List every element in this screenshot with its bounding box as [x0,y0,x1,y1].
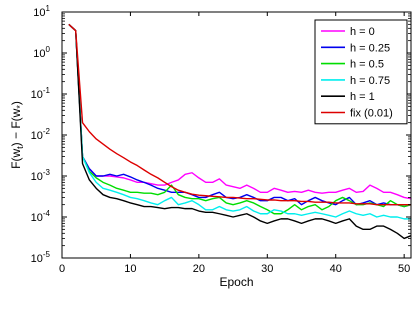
series-line-5 [68,23,411,206]
y-tick-label: 10-1 [31,86,51,101]
x-tick-label: 10 [124,263,136,275]
legend-label: h = 1 [350,91,375,103]
ticks: 0 10 20 30 40 50 10-5 10-4 10-3 10-2 10-1 100 101 [31,4,411,275]
x-tick-label: 0 [59,263,65,275]
y-axis-label-sub-t: t [15,146,25,149]
y-tick-label: 10-3 [31,168,51,183]
legend-box [314,19,408,125]
x-tick-label: 30 [261,263,273,275]
y-tick-label: 10-2 [31,127,51,142]
y-axis-label-part: ) [9,101,23,105]
y-tick-label: 10-5 [31,250,51,265]
series-line-4 [68,23,411,240]
legend-label: h = 0.75 [350,75,390,87]
plot-lines [68,23,411,240]
x-tick-label: 50 [398,263,410,275]
y-tick-label: 100 [33,45,50,60]
series-line-0 [68,23,411,200]
y-tick-label: 10-4 [31,209,51,224]
y-axis-label-sub-star: * [15,105,25,109]
legend-label: h = 0.5 [350,59,384,71]
y-axis-label-part: ) − F(w [9,108,23,146]
y-axis-label-part: F(w [9,149,23,169]
legend-label: h = 0 [350,26,375,38]
x-axis-label: Epoch [219,275,253,289]
legend: h = 0 h = 0.25 h = 0.5 h = 0.75 h = 1 fix (0.… [314,19,408,125]
series-line-3 [68,23,411,220]
legend-label: h = 0.25 [350,42,390,54]
x-tick-label: 40 [330,263,342,275]
y-tick-label: 101 [33,4,50,19]
x-tick-label: 20 [193,263,205,275]
y-axis-label: F(wt) − F(w*) [9,101,25,169]
legend-label: fix (0.01) [350,108,393,120]
